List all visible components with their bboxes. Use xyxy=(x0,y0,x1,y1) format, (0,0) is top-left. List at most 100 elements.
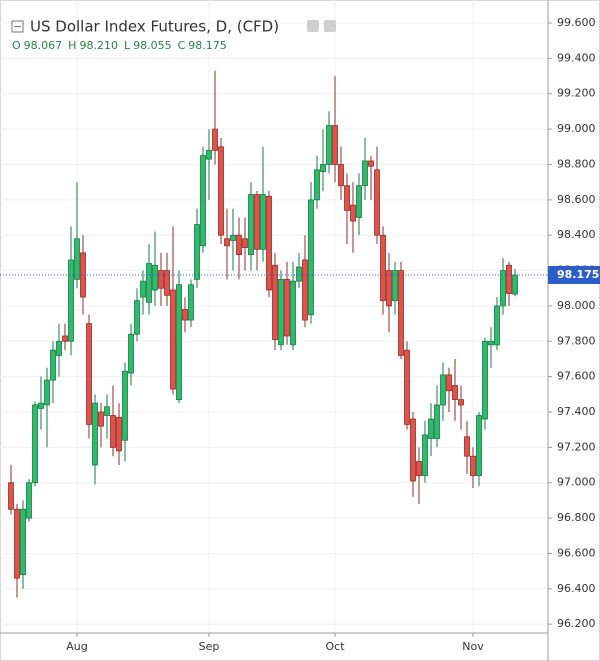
candle-body xyxy=(380,234,386,302)
y-tick-label: 97.800 xyxy=(557,334,596,347)
candle-body xyxy=(38,402,44,409)
candle-body xyxy=(254,194,260,250)
candle-body xyxy=(368,160,374,167)
candle-body xyxy=(152,264,158,291)
candle-body xyxy=(182,309,188,321)
candle-body xyxy=(332,125,338,165)
candle-body xyxy=(50,349,56,381)
settings-icon[interactable] xyxy=(324,20,336,32)
candle-body xyxy=(344,185,350,211)
candle-body xyxy=(248,194,254,256)
candle-body xyxy=(446,374,452,392)
candle-body xyxy=(80,252,86,298)
candle-body xyxy=(356,185,362,218)
candle-body xyxy=(170,289,176,390)
y-tick-label: 97.600 xyxy=(557,370,596,383)
candle-body xyxy=(26,482,32,519)
candle-body xyxy=(92,402,98,466)
candle-body xyxy=(56,340,62,356)
candle-body xyxy=(200,155,206,247)
last-price-box xyxy=(548,265,600,284)
candle-body xyxy=(224,238,230,247)
candle-body xyxy=(188,284,194,321)
y-tick-label: 99.600 xyxy=(557,16,596,29)
candle-body xyxy=(284,278,290,337)
y-tick-label: 96.800 xyxy=(557,511,596,524)
candle-body xyxy=(392,270,398,302)
candle-body xyxy=(146,263,152,303)
candle-body xyxy=(212,128,218,151)
candle-body xyxy=(290,280,296,346)
candle-body xyxy=(308,199,314,316)
candle-body xyxy=(116,416,122,452)
candle-body xyxy=(134,300,140,335)
ohlc-label: H xyxy=(68,39,76,52)
candle-body xyxy=(482,340,488,420)
last-price-label: 98.175 xyxy=(557,268,599,281)
y-tick-label: 98.600 xyxy=(557,193,596,206)
candle-body xyxy=(266,195,272,291)
x-tick-label: Oct xyxy=(325,640,345,653)
y-tick-label: 96.200 xyxy=(557,617,596,630)
y-tick-label: 99.400 xyxy=(557,51,596,64)
candle-body xyxy=(416,461,422,477)
y-tick-label: 99.200 xyxy=(557,87,596,100)
candle-body xyxy=(278,278,284,346)
candle-body xyxy=(362,160,368,187)
ohlc-value: 98.067 xyxy=(24,39,63,52)
candle-body xyxy=(410,418,416,482)
candle-body xyxy=(422,434,428,477)
candle-body xyxy=(260,194,266,250)
candle-body xyxy=(434,404,440,439)
candle-body xyxy=(350,204,356,222)
candle-body xyxy=(506,264,512,294)
y-tick-label: 99.000 xyxy=(557,122,596,135)
candle-body xyxy=(302,259,308,321)
y-tick-label: 96.600 xyxy=(557,546,596,559)
eye-icon[interactable] xyxy=(307,20,319,32)
candle-body xyxy=(8,482,14,510)
ohlc-label: O xyxy=(12,39,21,52)
candle-body xyxy=(86,323,92,425)
ohlc-value: 98.175 xyxy=(188,39,227,52)
y-tick-label: 98.400 xyxy=(557,228,596,241)
chart-title: US Dollar Index Futures, D, (CFD) xyxy=(30,18,279,36)
candle-body xyxy=(314,169,320,201)
candle-body xyxy=(62,335,68,342)
collapse-icon[interactable] xyxy=(11,20,24,33)
candle-body xyxy=(236,234,242,256)
ohlc-label: C xyxy=(178,39,186,52)
candle-body xyxy=(398,270,404,356)
candle-body xyxy=(500,270,506,307)
candle-body xyxy=(218,146,224,236)
y-tick-label: 98.800 xyxy=(557,157,596,170)
ohlc-value: 98.210 xyxy=(79,39,118,52)
candle-body xyxy=(512,274,518,295)
candle-body xyxy=(110,415,116,448)
candle-body xyxy=(494,305,500,346)
ohlc-value: 98.055 xyxy=(133,39,172,52)
candle-body xyxy=(194,224,200,280)
candle-body xyxy=(74,238,80,280)
candle-body xyxy=(140,280,146,298)
candle-body xyxy=(470,455,476,477)
candle-body xyxy=(338,164,344,187)
candle-body xyxy=(44,379,50,406)
candle-body xyxy=(122,370,128,441)
candle-body xyxy=(476,415,482,477)
y-tick-label: 97.200 xyxy=(557,440,596,453)
candle-body xyxy=(20,508,26,576)
candle-body xyxy=(14,508,20,579)
candle-body xyxy=(488,340,494,346)
candle-body xyxy=(458,399,464,406)
candle-body xyxy=(464,436,470,457)
candle-body xyxy=(128,333,134,374)
candle-body xyxy=(296,266,302,282)
candle-body xyxy=(374,169,380,236)
candle-body xyxy=(440,374,446,406)
x-tick-label: Aug xyxy=(66,640,87,653)
y-tick-label: 97.000 xyxy=(557,476,596,489)
candle-body xyxy=(206,149,212,160)
candle-body xyxy=(104,406,110,416)
